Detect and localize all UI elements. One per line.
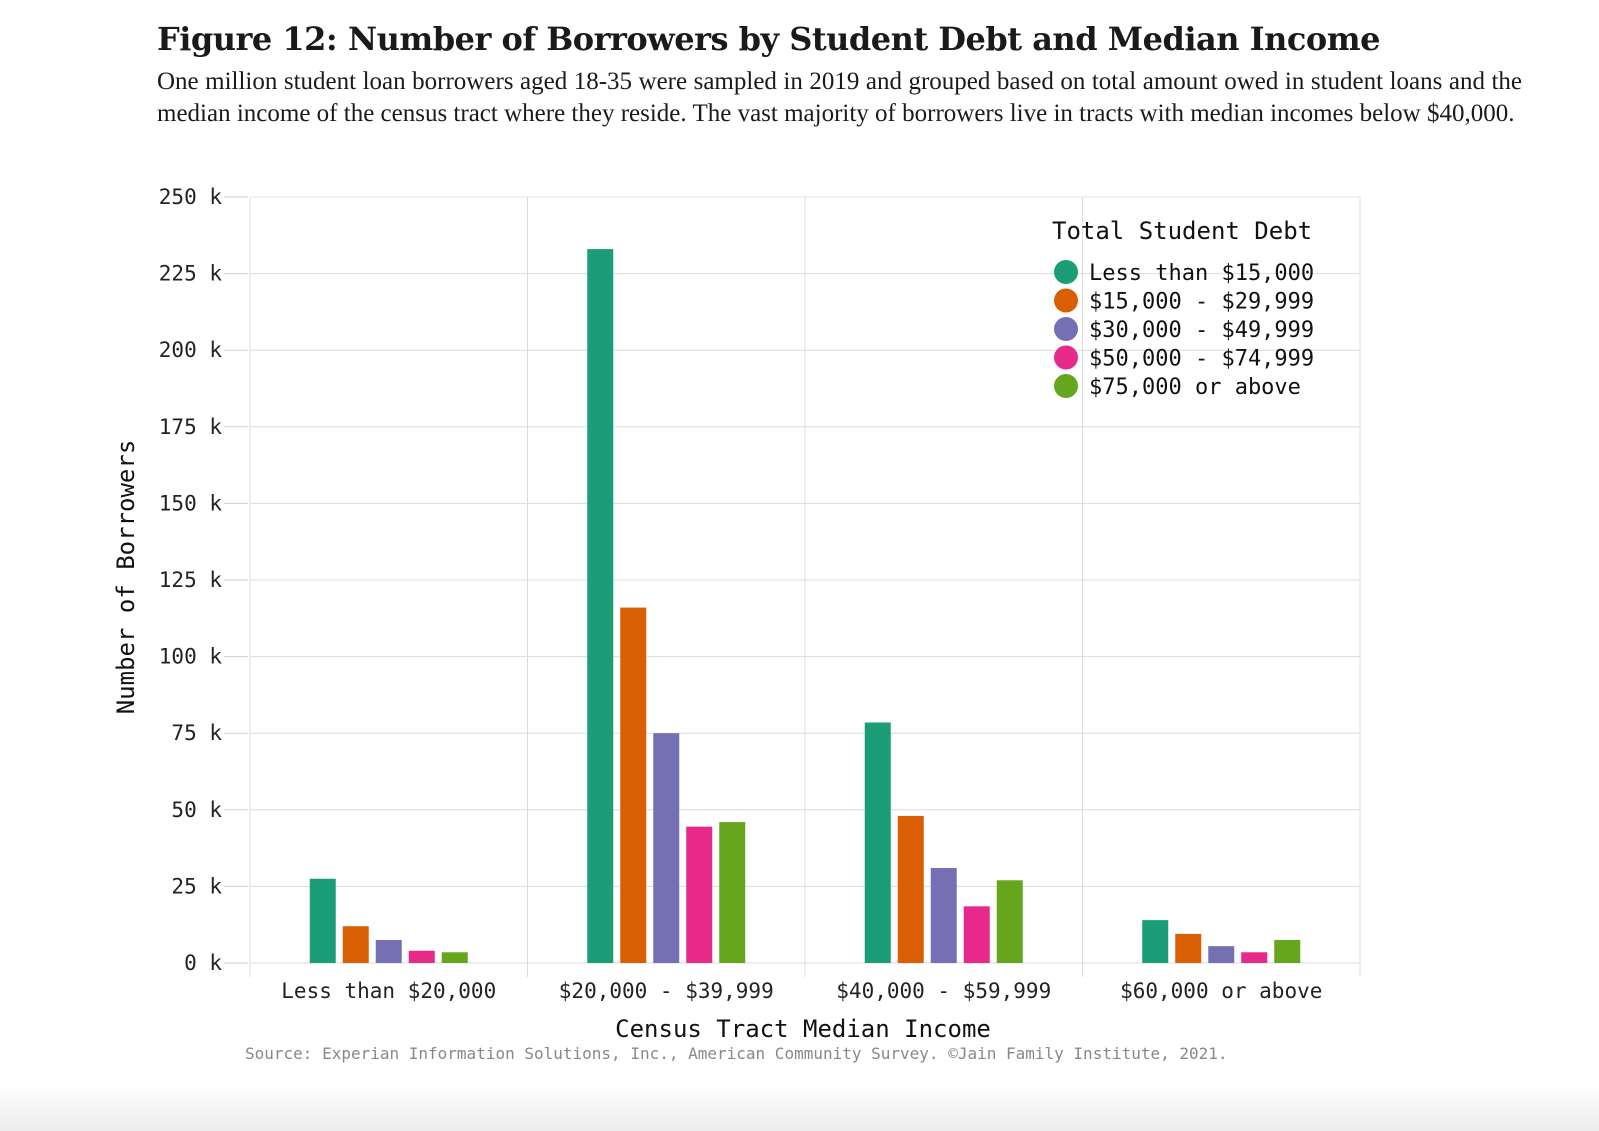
bar bbox=[1175, 933, 1202, 963]
figure-title: Figure 12: Number of Borrowers by Studen… bbox=[157, 20, 1380, 58]
bar bbox=[620, 607, 647, 963]
grid-lines bbox=[249, 196, 1361, 977]
y-tick-label: 100 k bbox=[159, 645, 223, 669]
legend-marker bbox=[1054, 288, 1078, 313]
bar bbox=[441, 952, 468, 963]
page-bottom-shade bbox=[0, 1085, 1599, 1131]
legend-label: $30,000 - $49,999 bbox=[1089, 318, 1314, 343]
y-tick-label: 225 k bbox=[159, 262, 223, 286]
bar bbox=[719, 822, 746, 963]
bar bbox=[963, 906, 990, 963]
y-tick-label: 0 k bbox=[184, 951, 222, 975]
figure-subtitle: One million student loan borrowers aged … bbox=[157, 68, 1522, 127]
x-tick-label: $20,000 - $39,999 bbox=[559, 979, 774, 1003]
y-tick-label: 25 k bbox=[171, 874, 222, 898]
bar bbox=[309, 878, 336, 963]
bar bbox=[342, 926, 369, 963]
legend-label: Less than $15,000 bbox=[1089, 261, 1314, 286]
x-tick-label: $60,000 or above bbox=[1120, 979, 1322, 1003]
y-tick-label: 175 k bbox=[159, 415, 223, 439]
y-tick-label: 75 k bbox=[171, 721, 222, 745]
legend-label: $75,000 or above bbox=[1089, 375, 1301, 400]
legend-marker bbox=[1054, 345, 1078, 370]
bar bbox=[864, 722, 891, 963]
x-tick-label: $40,000 - $59,999 bbox=[836, 979, 1051, 1003]
x-axis-ticks: Less than $20,000 $20,000 - $39,999 $40,00… bbox=[281, 979, 1322, 1003]
bar bbox=[653, 733, 680, 963]
legend-marker bbox=[1054, 374, 1078, 398]
y-tick-label: 250 k bbox=[159, 185, 223, 209]
bar bbox=[587, 249, 614, 963]
source-note: Source: Experian Information Solutions, … bbox=[245, 1044, 1228, 1063]
bar bbox=[686, 826, 713, 963]
y-tick-label: 50 k bbox=[171, 798, 222, 822]
bar bbox=[897, 815, 924, 963]
bar bbox=[930, 868, 957, 963]
bars bbox=[309, 249, 1301, 963]
x-axis-title: Census Tract Median Income bbox=[615, 1015, 991, 1043]
bar bbox=[375, 940, 402, 963]
legend: Total Student Debt Less than $15,000 $15,… bbox=[1052, 217, 1314, 400]
y-axis-title: Number of Borrowers bbox=[112, 440, 140, 715]
legend-marker bbox=[1054, 260, 1078, 284]
y-tick-label: 125 k bbox=[159, 568, 223, 592]
y-tick-label: 200 k bbox=[159, 338, 223, 362]
x-tick-label: Less than $20,000 bbox=[281, 979, 496, 1003]
y-axis-ticks: 0 k 25 k 50 k 75 k 100 k 125 k 150 k 175 k 200 k… bbox=[159, 185, 248, 975]
bar bbox=[996, 880, 1023, 963]
bar bbox=[1208, 946, 1235, 963]
legend-marker bbox=[1054, 317, 1078, 341]
bar bbox=[1241, 952, 1268, 963]
bar bbox=[1142, 920, 1169, 963]
y-tick-label: 150 k bbox=[159, 491, 223, 515]
bar bbox=[408, 950, 435, 963]
legend-label: $15,000 - $29,999 bbox=[1089, 290, 1314, 315]
legend-label: $50,000 - $74,999 bbox=[1089, 347, 1314, 372]
legend-title: Total Student Debt bbox=[1052, 217, 1312, 245]
bar bbox=[1274, 940, 1301, 963]
